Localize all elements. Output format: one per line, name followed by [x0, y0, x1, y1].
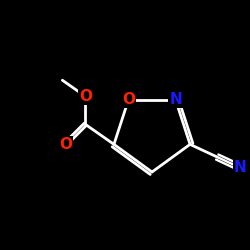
Text: O: O	[79, 89, 92, 104]
Text: O: O	[59, 136, 72, 152]
Text: N: N	[169, 92, 182, 107]
Text: O: O	[122, 92, 135, 107]
Text: N: N	[234, 160, 246, 175]
